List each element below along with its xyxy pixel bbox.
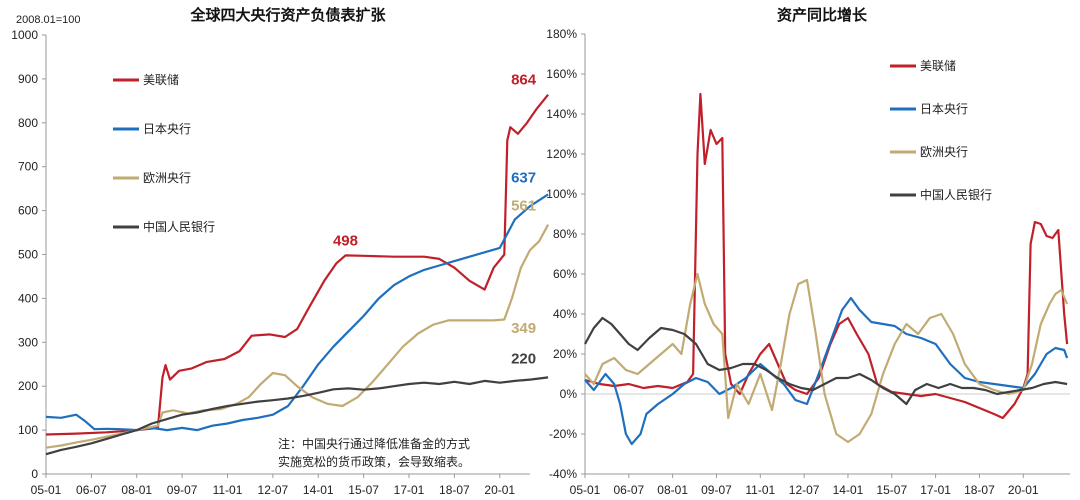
x-tick-label: 14-01 <box>833 483 864 497</box>
y-tick-label: 0% <box>560 387 578 401</box>
y-tick-label: -40% <box>549 467 577 481</box>
data-label-1: 864 <box>511 72 537 89</box>
x-tick-label: 06-07 <box>613 483 644 497</box>
x-tick-label: 09-07 <box>701 483 732 497</box>
legend-label-3: 欧洲央行 <box>920 145 968 159</box>
y-tick-label: 900 <box>18 72 38 86</box>
x-tick-label: 05-01 <box>570 483 601 497</box>
x-tick-label: 17-01 <box>394 483 425 497</box>
y-tick-label: 800 <box>18 116 38 130</box>
series-line-3 <box>584 272 1069 444</box>
legend-label-1: 美联储 <box>143 72 179 87</box>
legend-label-2: 日本央行 <box>920 102 968 116</box>
series-line-4 <box>45 376 549 456</box>
y-tick-label: 160% <box>546 67 577 81</box>
y-tick-label: 20% <box>553 347 577 361</box>
series-line-4 <box>584 316 1068 406</box>
legend-label-2: 日本央行 <box>143 122 191 136</box>
y-tick-label: 60% <box>553 267 577 281</box>
data-label-3: 561 <box>511 198 536 215</box>
x-tick-label: 14-01 <box>303 483 334 497</box>
data-label-2: 637 <box>511 169 536 186</box>
x-tick-label: 20-01 <box>1008 483 1039 497</box>
x-tick-label: 08-01 <box>121 483 152 497</box>
x-tick-label: 09-07 <box>167 483 198 497</box>
note-line-2: 实施宽松的货币政策，会导致缩表。 <box>278 454 470 469</box>
series-line-3 <box>45 224 550 449</box>
x-tick-label: 11-01 <box>213 483 243 497</box>
legend-label-4: 中国人民银行 <box>143 219 215 234</box>
x-tick-label: 06-07 <box>76 483 107 497</box>
data-label-5: 349 <box>511 320 536 337</box>
x-tick-label: 17-01 <box>920 483 951 497</box>
x-tick-label: 05-01 <box>31 483 62 497</box>
y-tick-label: 600 <box>18 204 38 218</box>
legend-label-3: 欧洲央行 <box>143 171 191 185</box>
legend-label-1: 美联储 <box>920 58 956 73</box>
note-line-1: 注：中国央行通过降低准备金的方式 <box>278 436 470 451</box>
chart-title: 全球四大央行资产负债表扩张 <box>189 6 386 24</box>
unit-label: 2008.01=100 <box>16 14 81 26</box>
chart-title: 资产同比增长 <box>777 6 868 24</box>
legend-label-4: 中国人民银行 <box>920 187 992 202</box>
x-tick-label: 18-07 <box>439 483 470 497</box>
y-tick-label: 40% <box>553 307 577 321</box>
y-tick-label: 500 <box>18 248 38 262</box>
y-tick-label: 100 <box>18 423 38 437</box>
data-label-4: 498 <box>333 232 358 249</box>
y-tick-label: 0 <box>31 467 38 481</box>
y-tick-label: 100% <box>546 187 577 201</box>
series-line-2 <box>584 296 1069 446</box>
chart-1: 全球四大央行资产负债表扩张 2008.01=100 0 100 200 300 400 500… <box>11 6 550 497</box>
y-tick-label: 140% <box>546 107 577 121</box>
x-tick-label: 12-07 <box>789 483 820 497</box>
y-tick-label: 120% <box>546 147 577 161</box>
series-line-1 <box>45 94 549 436</box>
x-tick-label: 12-07 <box>258 483 289 497</box>
x-tick-label: 11-01 <box>745 483 775 497</box>
y-tick-label: 300 <box>18 335 38 349</box>
series-line-1 <box>584 92 1069 420</box>
data-label-6: 220 <box>511 350 536 367</box>
x-tick-label: 20-01 <box>484 483 515 497</box>
y-tick-label: 80% <box>553 227 577 241</box>
y-tick-label: 1000 <box>11 28 38 42</box>
y-tick-label: -20% <box>549 427 577 441</box>
x-tick-label: 08-01 <box>657 483 688 497</box>
chart-2: 资产同比增长 -40% -20% 0% 20% 40% 60% 80% 100% 120% 140%… <box>546 6 1070 497</box>
y-tick-label: 400 <box>18 291 38 305</box>
series-line-2 <box>45 193 549 432</box>
y-tick-label: 700 <box>18 160 38 174</box>
x-tick-label: 15-07 <box>348 483 379 497</box>
x-tick-label: 15-07 <box>876 483 907 497</box>
y-tick-label: 200 <box>18 379 38 393</box>
y-tick-label: 180% <box>546 27 577 41</box>
x-tick-label: 18-07 <box>964 483 995 497</box>
